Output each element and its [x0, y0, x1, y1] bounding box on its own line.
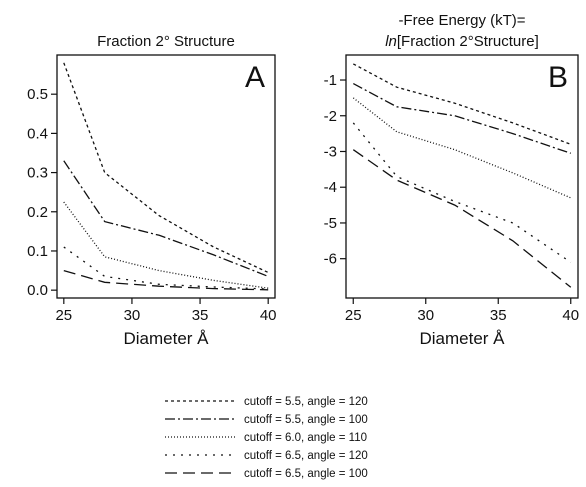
- y-tick-label: 0.3: [27, 165, 48, 182]
- x-tick-label: 25: [55, 307, 72, 324]
- y-tick-label: -4: [324, 179, 337, 196]
- y-tick-label: 0.0: [27, 282, 48, 299]
- panel-label: B: [548, 61, 568, 94]
- panel-a: Fraction 2° Structure A 25 30 35 40 0.0 0.1 0.2 0…: [27, 33, 276, 348]
- legend: cutoff = 5.5, angle = 120 cutoff = 5.5, a…: [165, 396, 368, 480]
- axis-frame: [345, 54, 579, 299]
- series-line-1: [63, 62, 269, 274]
- y-tick-label: 0.1: [27, 243, 48, 260]
- series-line-2: [352, 83, 572, 154]
- x-tick-label: 30: [124, 307, 141, 324]
- y-tick-label: -5: [324, 215, 337, 232]
- legend-label: cutoff = 5.5, angle = 100: [244, 414, 368, 426]
- title-ln: ln: [385, 33, 397, 50]
- x-tick-label: 30: [417, 307, 434, 324]
- legend-label: cutoff = 6.5, angle = 100: [244, 468, 368, 480]
- y-tick-label: -1: [324, 72, 337, 89]
- x-tick-label: 40: [260, 307, 277, 324]
- y-tick-label: -6: [324, 251, 337, 268]
- x-tick-label: 25: [345, 307, 362, 324]
- legend-label: cutoff = 6.5, angle = 120: [244, 450, 368, 462]
- legend-label: cutoff = 5.5, angle = 120: [244, 396, 368, 408]
- x-tick-label: 35: [192, 307, 209, 324]
- series-line-4: [63, 246, 269, 290]
- x-axis-label: Diameter Å: [123, 329, 209, 348]
- y-tick-label: -2: [324, 108, 337, 125]
- x-tick-label: 35: [490, 307, 507, 324]
- title-rest: [Fraction 2°Structure]: [397, 33, 539, 50]
- x-tick-label: 40: [562, 307, 579, 324]
- series-line-3: [352, 97, 572, 199]
- series-line-2: [63, 160, 269, 278]
- y-tick-label: 0.5: [27, 86, 48, 103]
- y-tick-label: 0.2: [27, 204, 48, 221]
- axis-frame: [56, 54, 276, 299]
- series-line-4: [352, 122, 572, 263]
- series-line-5: [63, 269, 269, 291]
- y-tick-label: -3: [324, 143, 337, 160]
- y-tick-label: 0.4: [27, 125, 48, 142]
- panel-label: A: [245, 61, 265, 94]
- series-line-1: [352, 63, 572, 145]
- chart-title-line2: ln[Fraction 2°Structure]: [385, 33, 539, 50]
- panel-b: -Free Energy (kT)=ln[Fraction 2°Structur…: [324, 12, 579, 348]
- x-axis-label: Diameter Å: [419, 329, 505, 348]
- series-line-5: [352, 149, 572, 288]
- chart-title: Fraction 2° Structure: [97, 33, 235, 50]
- legend-label: cutoff = 6.0, angle = 110: [244, 432, 367, 444]
- series-line-3: [63, 201, 269, 289]
- chart-title-line1: -Free Energy (kT)=: [398, 12, 525, 29]
